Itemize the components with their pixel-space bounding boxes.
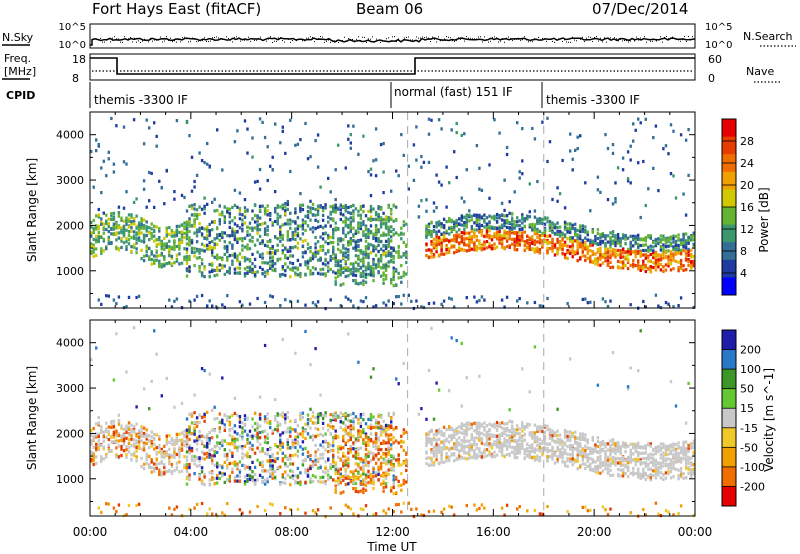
colorbar-swatch <box>722 408 736 429</box>
power-yticks: 4000 3000 2000 1000 <box>56 111 695 294</box>
nsearch-tick-top: 10^5 <box>705 22 732 33</box>
colorbar-tick: 50 <box>740 383 754 396</box>
xtick-label: 00:00 <box>678 525 713 539</box>
colorbar-swatch <box>722 136 736 155</box>
xtick-label: 08:00 <box>274 525 309 539</box>
colorbar-tick: 24 <box>740 157 754 170</box>
cpid-segment-1: themis -3300 IF <box>94 93 188 107</box>
colorbar-swatch <box>722 447 736 468</box>
colorbar-tick: 8 <box>740 245 747 258</box>
velocity-ylabel: Slant Range [km] <box>25 366 39 470</box>
colorbar-tick: -200 <box>740 480 765 493</box>
colorbar-swatch <box>722 427 736 448</box>
colorbar-tick: -15 <box>740 422 758 435</box>
nave-tick-bottom: 0 <box>708 72 715 85</box>
ytick-label: 3000 <box>56 382 84 395</box>
colorbar-swatch <box>722 207 736 226</box>
ytick-label: 2000 <box>56 427 84 440</box>
velocity-colorbar-label: Velocity [m s^-1] <box>762 368 776 472</box>
power-panel: Slant Range [km] 4000 3000 2000 1000 28 24 20… <box>25 111 771 311</box>
nave-tick-top: 60 <box>708 53 722 66</box>
cpid-label: CPID <box>6 89 35 102</box>
velocity-yticks: 4000 3000 2000 1000 <box>56 319 695 502</box>
power-colorbar: 28 24 20 16 12 8 4 <box>721 118 754 296</box>
freq-tick-bottom: 8 <box>72 72 79 85</box>
colorbar-swatch <box>722 277 736 296</box>
ytick-label: 1000 <box>56 265 84 278</box>
colorbar-tick: 16 <box>740 201 754 214</box>
nsky-trace <box>90 37 696 46</box>
cpid-segment-3: themis -3300 IF <box>546 93 640 107</box>
nsky-label: N.Sky <box>2 31 34 44</box>
colorbar-swatch <box>722 466 736 487</box>
colorbar-tick: 12 <box>740 223 754 236</box>
freq-tick-top: 18 <box>72 53 86 66</box>
colorbar-tick: -100 <box>740 461 765 474</box>
colorbar-swatch <box>722 388 736 409</box>
ytick-label: 2000 <box>56 219 84 232</box>
freq-unit: [MHz] <box>4 65 36 78</box>
xtick-label: 04:00 <box>174 525 209 539</box>
freq-trace <box>90 57 695 75</box>
colorbar-tick: 15 <box>740 402 754 415</box>
colorbar-tick: 4 <box>740 267 747 280</box>
xtick-label: 20:00 <box>577 525 612 539</box>
xtick-label: 00:00 <box>73 525 108 539</box>
colorbar-tick: 20 <box>740 179 754 192</box>
nsky-panel: N.Sky 10^5 10^0 10^5 10^0 N.Search <box>2 22 796 51</box>
velocity-colorbar: 200 100 50 15 -15 -50 -100 -200 <box>721 329 765 507</box>
colorbar-tick: 28 <box>740 135 754 148</box>
colorbar-swatch <box>722 369 736 390</box>
ytick-label: 4000 <box>56 129 84 142</box>
ytick-label: 4000 <box>56 337 84 350</box>
nsearch-label: N.Search <box>743 30 793 43</box>
xtick-label: 12:00 <box>375 525 410 539</box>
colorbar-swatch <box>722 119 736 138</box>
power-ylabel: Slant Range [km] <box>25 158 39 262</box>
x-axis: 00:00 04:00 08:00 12:00 16:00 20:00 00:00 <box>73 112 713 539</box>
colorbar-tick: 100 <box>740 363 761 376</box>
colorbar-swatch <box>722 224 736 243</box>
nsearch-tick-bottom: 10^0 <box>705 40 732 51</box>
nsky-tick-top: 10^5 <box>59 22 86 33</box>
freq-panel: Freq. [MHz] 18 8 60 0 Nave <box>2 52 782 85</box>
xtick-label: 16:00 <box>476 525 511 539</box>
x-axis-label: Time UT <box>366 540 417 554</box>
beam-title: Beam 06 <box>356 0 423 18</box>
colorbar-swatch <box>722 486 736 507</box>
ytick-label: 1000 <box>56 473 84 486</box>
colorbar-swatch <box>722 330 736 351</box>
colorbar-tick: 200 <box>740 344 761 357</box>
cpid-row: CPID themis -3300 IF normal (fast) 151 I… <box>6 82 640 108</box>
freq-label: Freq. <box>4 52 31 65</box>
nave-label: Nave <box>746 65 774 78</box>
date-title: 07/Dec/2014 <box>592 0 688 18</box>
colorbar-swatch <box>722 189 736 208</box>
velocity-panel: Slant Range [km] 4000 3000 2000 1000 200 100… <box>25 319 776 519</box>
station-title: Fort Hays East (fitACF) <box>92 0 261 18</box>
colorbar-swatch <box>722 259 736 278</box>
nsky-tick-bottom: 10^0 <box>59 40 86 51</box>
nsearch-dots <box>94 36 693 43</box>
velocity-data <box>90 320 695 519</box>
ytick-label: 3000 <box>56 174 84 187</box>
colorbar-swatch <box>722 171 736 190</box>
cpid-segment-2: normal (fast) 151 IF <box>394 85 513 99</box>
colorbar-tick: -50 <box>740 441 758 454</box>
colorbar-swatch <box>722 349 736 370</box>
power-data <box>90 112 695 311</box>
power-colorbar-label: Power [dB] <box>757 187 771 252</box>
